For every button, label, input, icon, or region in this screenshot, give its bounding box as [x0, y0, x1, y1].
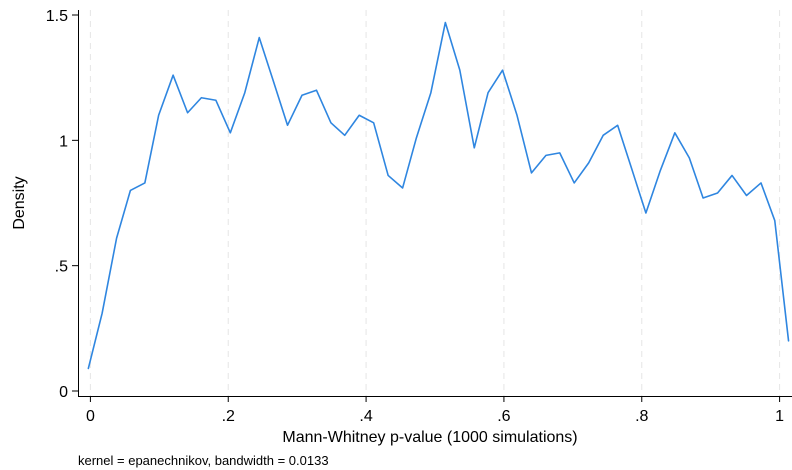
y-tick-label: .5 [55, 259, 68, 276]
x-tick-label: 1 [775, 408, 784, 425]
x-tick-label: .6 [497, 408, 510, 425]
x-tick-label: .4 [359, 408, 372, 425]
x-tick-label: 0 [86, 408, 95, 425]
x-axis-title: Mann-Whitney p-value (1000 simulations) [282, 429, 577, 446]
y-tick-label: 1 [59, 133, 68, 150]
x-tick-label: .8 [635, 408, 648, 425]
density-line [87, 21, 790, 370]
y-tick-label: 1.5 [46, 8, 68, 25]
y-tick-label: 0 [59, 384, 68, 401]
x-grid-lines [89, 10, 781, 396]
y-axis-title: Density [11, 176, 28, 229]
axes [78, 10, 792, 397]
chart-note: kernel = epanechnikov, bandwidth = 0.013… [78, 453, 329, 468]
x-tick-label: .2 [222, 408, 235, 425]
axis-ticks: 0 .2 .4 .6 .8 1 0 .5 1 1.5 [46, 8, 784, 425]
density-series [87, 21, 790, 370]
